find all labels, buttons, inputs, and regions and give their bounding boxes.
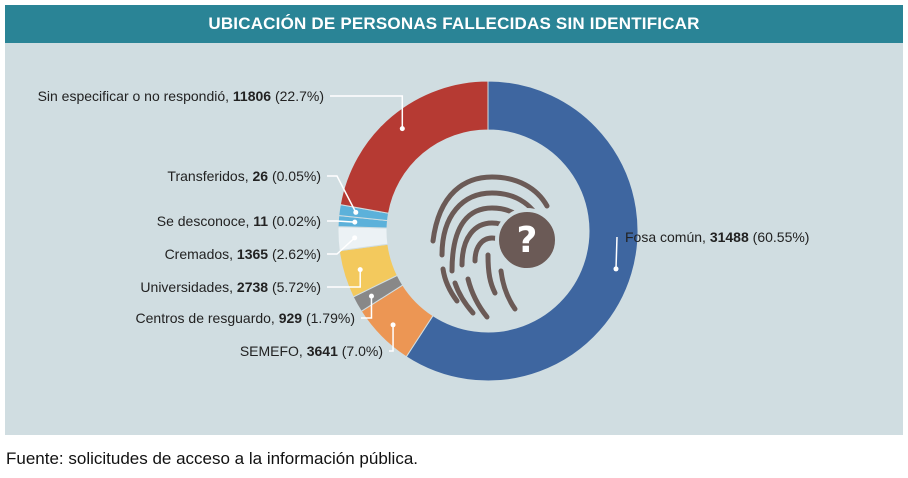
chart-panel: Fosa común, 31488 (60.55%) SEMEFO, 3641 (… [5,43,903,435]
label-semefo: SEMEFO, 3641 (7.0%) [240,343,383,359]
label-universidades: Universidades, 2738 (5.72%) [140,279,321,295]
label-sin-especificar-o-no-respondio: Sin especificar o no respondió, 11806 (2… [38,88,324,104]
leader-fosa-comun [615,236,618,269]
slice-labels: Fosa común, 31488 (60.55%) SEMEFO, 3641 (… [38,88,810,359]
label-name: Sin especificar o no respondió, [38,88,233,104]
label-name: Transferidos, [167,168,252,184]
slice-fosa-comun [405,80,639,382]
source-note: Fuente: solicitudes de acceso a la infor… [6,449,419,468]
leader-dot-universidades [357,267,363,273]
label-fosa-comun: Fosa común, 31488 (60.55%) [625,229,809,245]
label-value: 2738 [237,279,268,295]
label-name: Fosa común, [625,229,710,245]
leader-se-desconoce [327,220,355,223]
label-name: Se desconoce, [157,213,254,229]
label-name: Centros de resguardo, [136,310,279,326]
label-percent: (1.79%) [302,310,355,326]
leader-transferidos [327,175,357,213]
label-percent: (22.7%) [271,88,324,104]
leader-lines [327,95,619,352]
donut-chart: Fosa común, 31488 (60.55%) SEMEFO, 3641 (… [38,80,810,382]
leader-dot-sin-especificar-o-no-respondio [399,126,405,132]
label-percent: (0.05%) [268,168,321,184]
label-value: 1365 [237,246,268,262]
label-value: 31488 [710,229,749,245]
label-se-desconoce: Se desconoce, 11 (0.02%) [157,213,321,229]
leader-dot-se-desconoce [352,219,358,225]
leader-cremados [327,237,356,255]
svg-text:?: ? [517,220,538,261]
fingerprint-question-icon: ? [430,174,559,320]
leader-dot-fosa-comun [613,266,619,272]
leader-dot-semefo [390,322,396,328]
label-cremados: Cremados, 1365 (2.62%) [165,246,321,262]
leader-universidades [327,269,361,288]
label-name: SEMEFO, [240,343,307,359]
label-value: 26 [253,168,269,184]
label-percent: (5.72%) [268,279,321,295]
label-name: Universidades, [140,279,237,295]
leader-dot-transferidos [353,209,359,215]
label-value: 11806 [233,88,271,104]
label-centros-de-resguardo: Centros de resguardo, 929 (1.79%) [136,310,355,326]
leader-sin-especificar-o-no-respondio [330,95,404,129]
label-value: 929 [279,310,303,326]
label-percent: (7.0%) [338,343,383,359]
leader-centros-de-resguardo [361,296,373,319]
label-value: 3641 [307,343,338,359]
label-percent: (0.02%) [268,213,321,229]
chart-title: UBICACIÓN DE PERSONAS FALLECIDAS SIN IDE… [208,14,700,33]
slice-sin-especificar-o-no-respondio [339,80,489,214]
leader-dot-cremados [352,235,358,241]
label-name: Cremados, [165,246,237,262]
label-transferidos: Transferidos, 26 (0.05%) [167,168,321,184]
leader-semefo [389,324,394,352]
chart-title-banner: UBICACIÓN DE PERSONAS FALLECIDAS SIN IDE… [5,5,903,43]
label-value: 11 [253,213,268,229]
leader-dot-centros-de-resguardo [368,293,374,299]
donut-slices [337,80,639,382]
label-percent: (60.55%) [749,229,810,245]
label-percent: (2.62%) [268,246,321,262]
